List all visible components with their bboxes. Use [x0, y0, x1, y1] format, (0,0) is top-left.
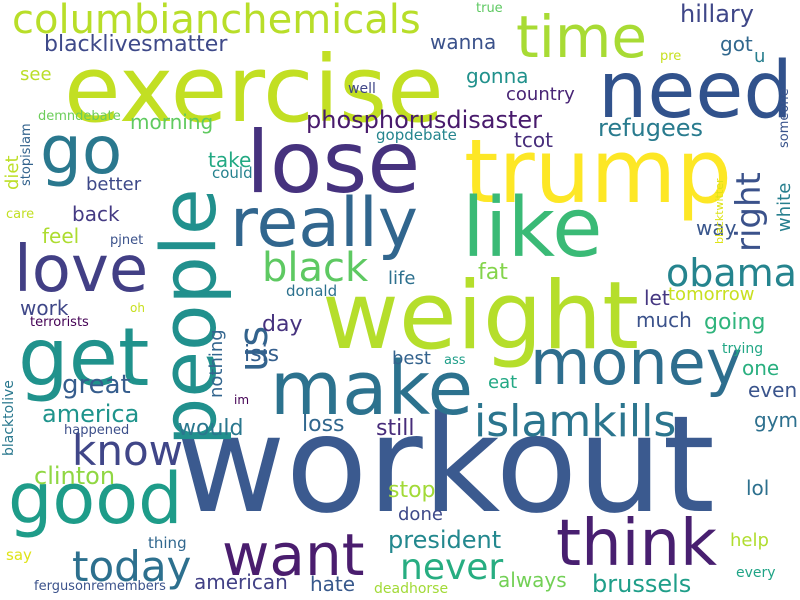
word-lose: lose [246, 113, 421, 213]
word-money: money [530, 326, 743, 399]
word-today: today [72, 542, 192, 591]
word-trying: trying [722, 341, 764, 357]
word-u: u [754, 46, 766, 67]
word-get: get [18, 311, 150, 404]
word-take: take [208, 148, 252, 172]
word-life: life [388, 268, 416, 289]
word-black: black [262, 245, 369, 291]
word-clinton: clinton [34, 462, 116, 490]
word-people: people [144, 188, 233, 446]
word-gym: gym [754, 408, 799, 432]
word-trump: trump [464, 120, 733, 223]
word-want: want [222, 521, 365, 589]
word-islamkills: islamkills [474, 396, 677, 447]
word-fergusonremembers: fergusonremembers [34, 579, 166, 594]
word-way: way [696, 216, 737, 240]
word-loss: loss [302, 412, 345, 437]
word-work: work [20, 296, 69, 320]
word-obama: obama [666, 251, 797, 295]
word-hate: hate [310, 572, 356, 596]
word-feel: feel [42, 224, 80, 248]
word-right: right [729, 172, 769, 252]
word-never: never [400, 547, 504, 588]
word-exercise: exercise [64, 36, 444, 143]
word-white: white [774, 182, 795, 232]
word-got: got [720, 32, 753, 56]
word-wanna: wanna [430, 30, 497, 54]
word-blacklivesmatter: blacklivesmatter [44, 32, 228, 57]
word-pjnet: pjnet [110, 233, 144, 248]
word-deadhorse: deadhorse [374, 581, 449, 597]
word-im: im [234, 393, 250, 407]
word-always: always [498, 568, 567, 592]
word-true: true [476, 1, 503, 16]
word-really: really [230, 184, 418, 263]
word-make: make [270, 346, 474, 432]
word-much: much [636, 308, 692, 332]
word-morning: morning [130, 110, 214, 134]
word-would: would [178, 416, 244, 441]
word-lol: lol [746, 476, 770, 500]
word-day: day [262, 312, 303, 337]
word-blacktolive: blacktolive [1, 380, 17, 456]
word-fat: fat [478, 260, 508, 285]
word-great: great [62, 370, 131, 400]
word-terrorists: terrorists [30, 315, 89, 330]
word-love: love [14, 233, 149, 307]
word-going: going [704, 310, 766, 335]
word-stopislam: stopislam [19, 123, 34, 186]
word-thing: thing [148, 534, 187, 552]
word-workout: workout [176, 387, 715, 543]
word-someone: someone [777, 88, 792, 148]
word-america: america [42, 400, 140, 428]
word-need: need [598, 46, 793, 136]
word-tcot: tcot [514, 128, 553, 152]
word-every: every [736, 565, 776, 581]
word-stop: stop [388, 478, 436, 503]
word-columbianchemicals: columbianchemicals [12, 0, 421, 43]
word-well: well [348, 81, 376, 97]
word-better: better [86, 174, 142, 195]
word-even: even [748, 378, 798, 402]
word-still: still [376, 416, 415, 441]
word-help: help [730, 530, 769, 551]
word-could: could [212, 164, 253, 182]
word-good: good [8, 458, 183, 540]
word-demndebate: demndebate [38, 109, 121, 124]
word-weight: weight [322, 262, 639, 371]
word-hillary: hillary [680, 0, 754, 28]
word-pre: pre [660, 49, 682, 64]
word-tomorrow: tomorrow [668, 284, 755, 305]
word-nothing: nothing [206, 329, 227, 398]
word-best: best [392, 348, 431, 369]
word-phosphorusdisaster: phosphorusdisaster [306, 106, 543, 134]
word-let: let [644, 286, 670, 310]
word-think: think [556, 507, 718, 581]
word-eat: eat [488, 372, 518, 393]
word-see: see [20, 64, 52, 85]
word-ass: ass [444, 353, 466, 368]
word-donald: donald [286, 282, 338, 300]
word-american: american [194, 570, 288, 594]
word-like: like [462, 181, 603, 276]
word-refugees: refugees [598, 114, 704, 142]
word-know: know [72, 426, 183, 475]
word-one: one [742, 356, 780, 380]
word-country: country [506, 84, 575, 105]
word-back: back [72, 202, 120, 226]
word-isis: isis [244, 342, 280, 367]
word-brussels: brussels [592, 570, 692, 598]
word-time: time [516, 3, 648, 71]
word-happened: happened [64, 423, 130, 438]
word-care: care [6, 207, 35, 222]
word-go: go [40, 112, 123, 189]
word-oh: oh [130, 301, 145, 315]
word-gonna: gonna [466, 64, 529, 88]
word-blacktwitter: blacktwitter [713, 178, 726, 244]
word-say: say [6, 546, 32, 564]
word-president: president [388, 526, 502, 554]
word-gopdebate: gopdebate [376, 126, 457, 144]
word-done: done [398, 504, 443, 525]
